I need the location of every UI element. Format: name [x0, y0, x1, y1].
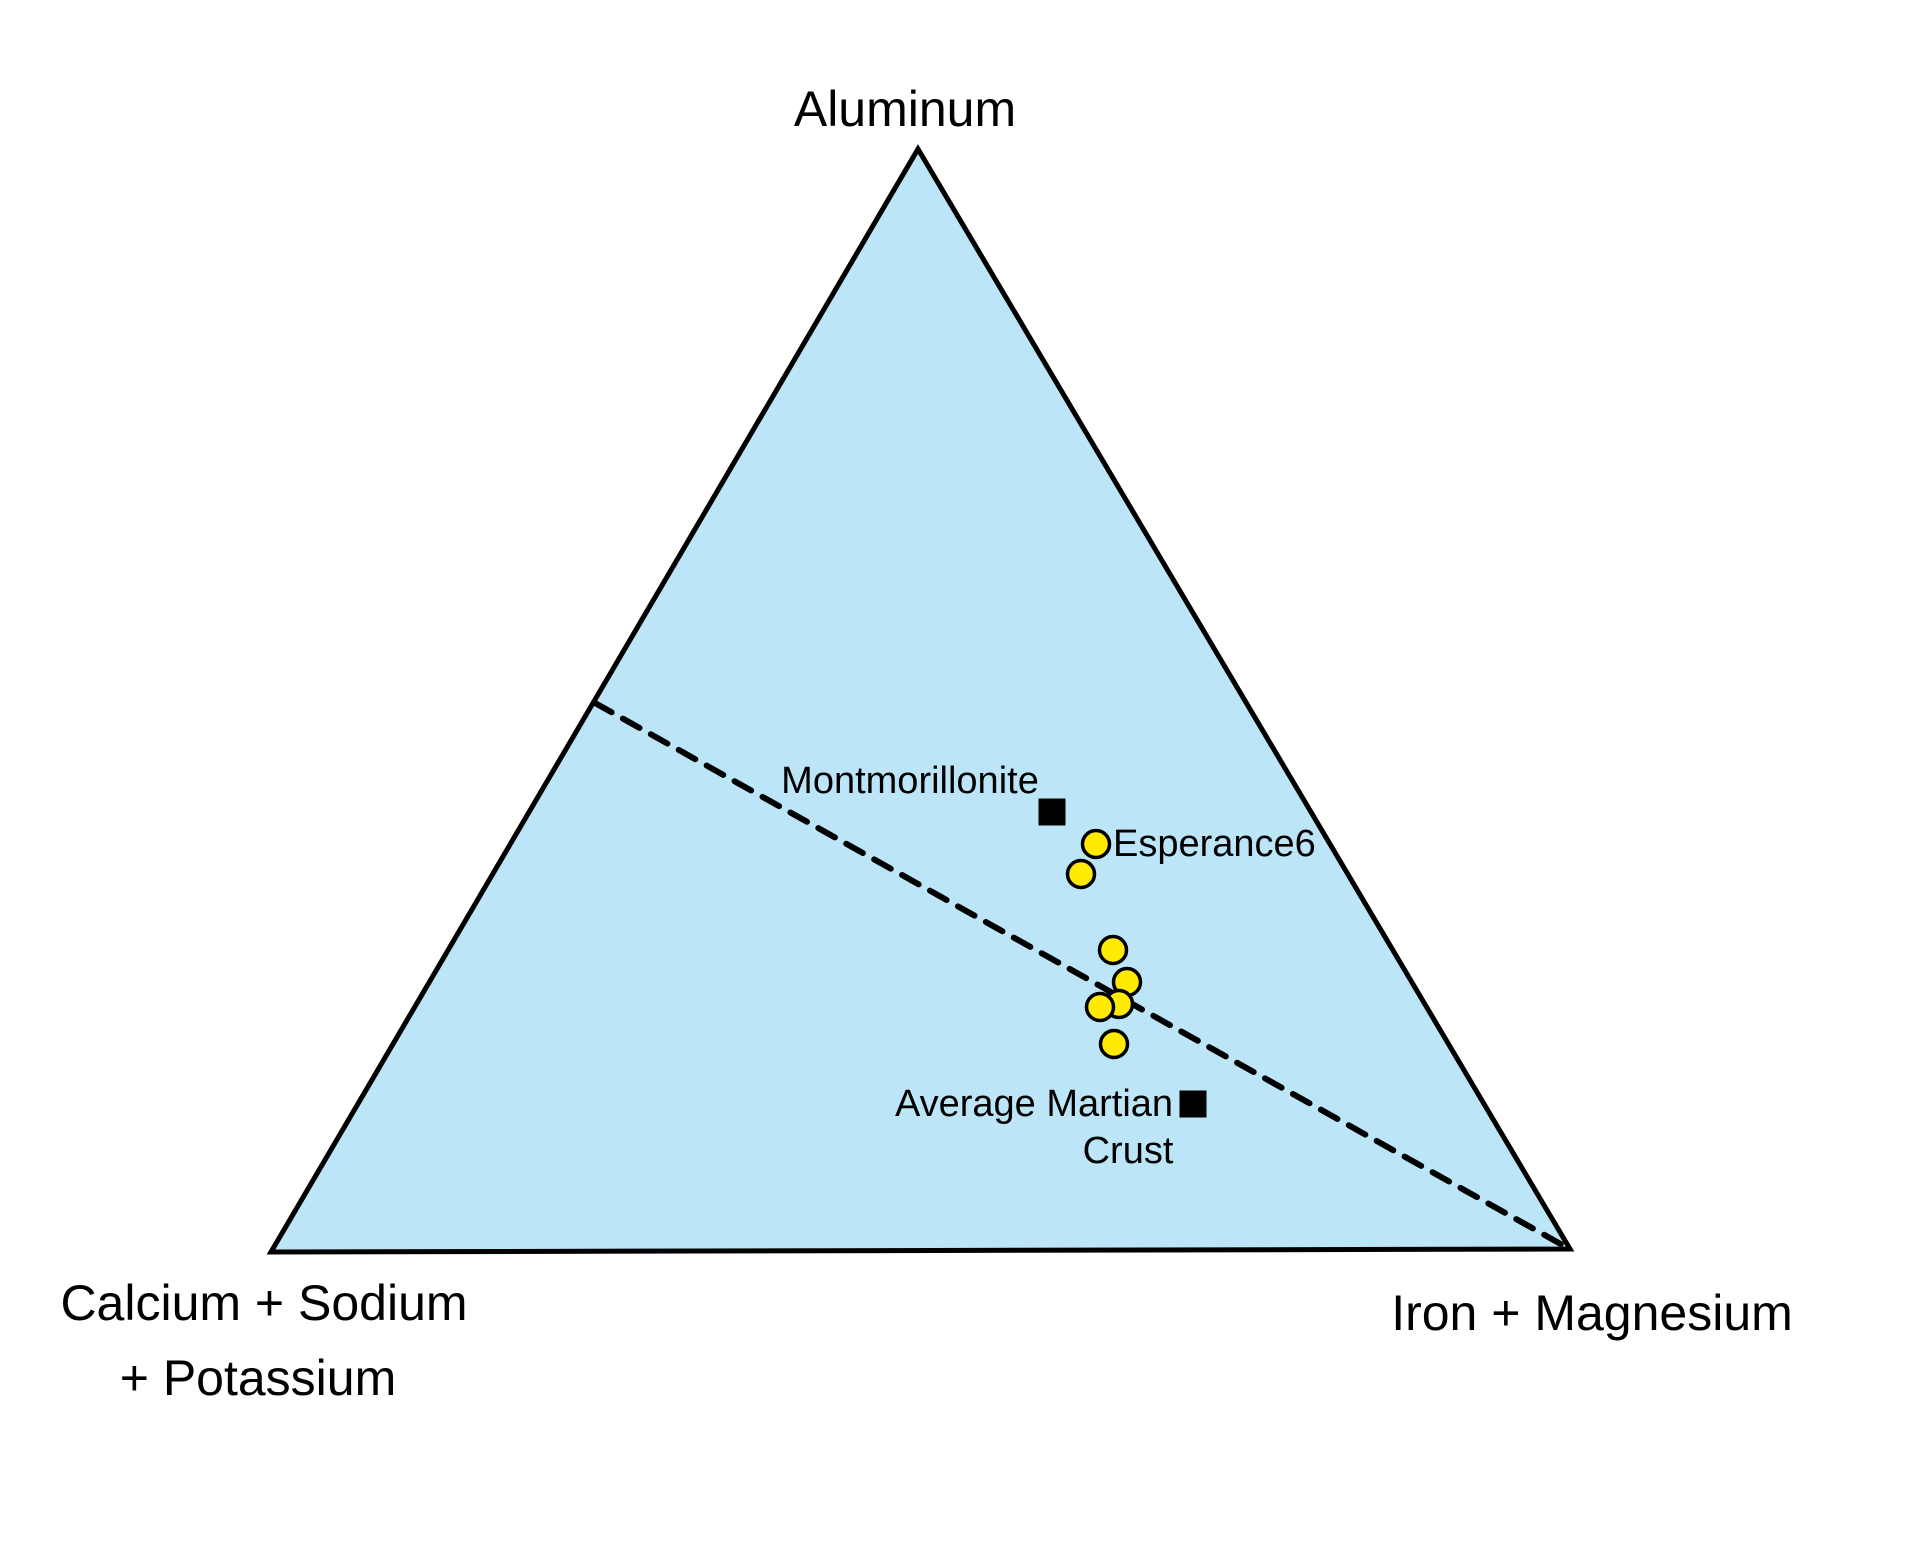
data-point-circle: [1080, 828, 1112, 860]
reference-markers: [1038, 798, 1207, 1118]
montmorillonite-label: Montmorillonite: [781, 760, 1039, 802]
average-martian-crust-label-line2: Crust: [1083, 1130, 1174, 1172]
data-point-circle: [1084, 991, 1116, 1023]
vertex-label-aluminum: Aluminum: [794, 81, 1016, 137]
average-martian-crust-marker: [1179, 1090, 1207, 1118]
scatter-points: [1065, 828, 1143, 1060]
data-point-circle: [1065, 858, 1097, 890]
average-martian-crust-label-line1: Average Martian: [895, 1083, 1173, 1125]
esperance6-label: Esperance6: [1113, 823, 1316, 865]
vertex-label-calcium-sodium-line1: Calcium + Sodium: [60, 1275, 467, 1331]
montmorillonite-marker: [1038, 798, 1066, 826]
data-point-circle: [1097, 934, 1129, 966]
vertex-label-iron-magnesium: Iron + Magnesium: [1391, 1285, 1793, 1341]
data-point-circle: [1098, 1028, 1130, 1060]
mixing-dashed-line: [592, 700, 1569, 1250]
vertex-label-calcium-sodium-line2: + Potassium: [120, 1350, 397, 1406]
